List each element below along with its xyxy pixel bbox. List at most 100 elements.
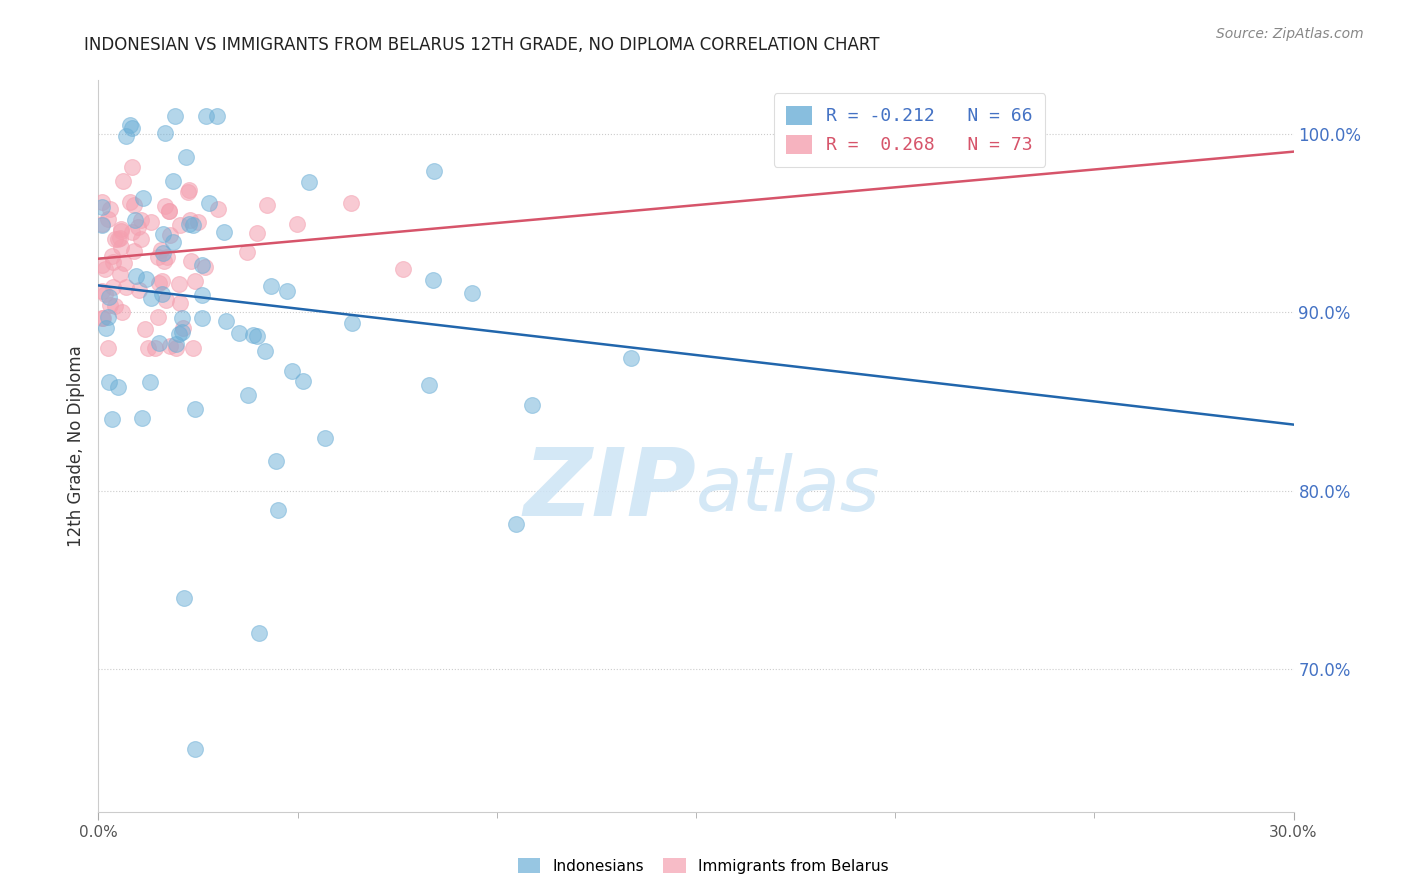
Point	[91, 258, 114, 272]
Point	[173, 591, 195, 605]
Point	[94, 321, 117, 335]
Point	[101, 412, 124, 426]
Point	[172, 321, 194, 335]
Point	[340, 196, 363, 211]
Point	[152, 245, 174, 260]
Point	[146, 310, 169, 324]
Text: ZIP: ZIP	[523, 444, 696, 536]
Point	[422, 273, 444, 287]
Point	[135, 272, 157, 286]
Point	[100, 249, 122, 263]
Point	[247, 626, 270, 640]
Point	[98, 298, 121, 312]
Point	[97, 375, 120, 389]
Point	[148, 276, 170, 290]
Point	[150, 274, 173, 288]
Text: INDONESIAN VS IMMIGRANTS FROM BELARUS 12TH GRADE, NO DIPLOMA CORRELATION CHART: INDONESIAN VS IMMIGRANTS FROM BELARUS 12…	[84, 36, 880, 54]
Point	[112, 174, 135, 188]
Point	[242, 328, 264, 343]
Point	[152, 227, 174, 242]
Point	[256, 197, 278, 211]
Point	[97, 341, 120, 355]
Point	[101, 280, 124, 294]
Text: Source: ZipAtlas.com: Source: ZipAtlas.com	[1216, 27, 1364, 41]
Point	[207, 202, 229, 216]
Point	[314, 431, 336, 445]
Point	[110, 224, 132, 238]
Point	[97, 212, 120, 227]
Point	[125, 268, 148, 283]
Point	[236, 388, 259, 402]
Point	[150, 243, 173, 257]
Point	[156, 250, 179, 264]
Point	[139, 215, 162, 229]
Point	[124, 212, 146, 227]
Point	[121, 121, 143, 136]
Point	[128, 283, 150, 297]
Point	[460, 286, 482, 301]
Point	[198, 195, 221, 210]
Point	[153, 199, 176, 213]
Point	[110, 267, 132, 281]
Point	[236, 245, 259, 260]
Point	[205, 109, 228, 123]
Point	[195, 109, 218, 123]
Point	[111, 304, 134, 318]
Point	[340, 316, 363, 330]
Point	[107, 379, 129, 393]
Point	[184, 402, 207, 417]
Point	[176, 150, 198, 164]
Point	[157, 203, 180, 218]
Point	[522, 398, 544, 412]
Legend: Indonesians, Immigrants from Belarus: Indonesians, Immigrants from Belarus	[512, 852, 894, 880]
Point	[104, 232, 127, 246]
Point	[619, 351, 641, 365]
Point	[260, 279, 283, 293]
Point	[298, 175, 321, 189]
Point	[194, 260, 217, 275]
Point	[180, 254, 202, 268]
Point	[91, 311, 114, 326]
Point	[122, 198, 145, 212]
Point	[392, 262, 415, 277]
Point	[155, 126, 177, 140]
Point	[131, 411, 153, 425]
Point	[246, 227, 269, 241]
Point	[162, 235, 184, 249]
Point	[169, 295, 191, 310]
Legend: R = -0.212   N = 66, R =  0.268   N = 73: R = -0.212 N = 66, R = 0.268 N = 73	[773, 93, 1046, 167]
Point	[167, 277, 190, 292]
Point	[276, 284, 298, 298]
Point	[150, 287, 173, 301]
Point	[163, 109, 186, 123]
Point	[172, 310, 194, 325]
Point	[108, 231, 131, 245]
Point	[181, 218, 204, 232]
Point	[505, 517, 527, 532]
Point	[91, 195, 114, 210]
Point	[91, 217, 114, 231]
Point	[181, 341, 204, 355]
Point	[148, 336, 170, 351]
Point	[167, 327, 190, 342]
Point	[139, 375, 162, 389]
Point	[190, 311, 212, 326]
Point	[129, 212, 152, 227]
Point	[112, 256, 135, 270]
Point	[187, 215, 209, 229]
Point	[165, 336, 187, 351]
Point	[121, 225, 143, 239]
Point	[91, 285, 114, 299]
Point	[94, 286, 117, 301]
Point	[101, 255, 124, 269]
Point	[153, 254, 176, 268]
Point	[98, 202, 121, 216]
Point	[155, 293, 177, 307]
Point	[215, 314, 238, 328]
Point	[91, 219, 114, 233]
Point	[177, 183, 200, 197]
Point	[91, 200, 114, 214]
Point	[212, 225, 235, 239]
Point	[146, 250, 169, 264]
Point	[98, 290, 121, 304]
